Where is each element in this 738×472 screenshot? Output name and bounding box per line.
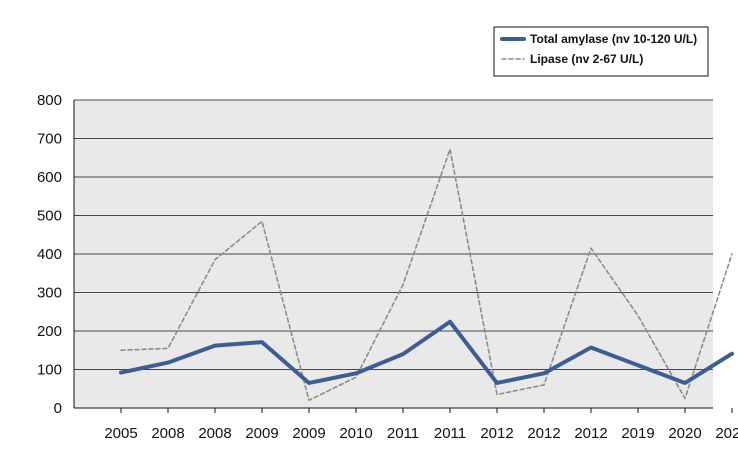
x-tick-label: 2012 — [574, 425, 607, 442]
y-tick-label: 200 — [37, 323, 62, 340]
x-axis-ticks: 2005 2008 2008 2009 2009 2010 2011 2011 2012 2012… — [104, 408, 738, 442]
x-tick-label: 2011 — [387, 425, 419, 442]
x-tick-label: 2019 — [621, 425, 654, 442]
y-axis-ticks: 0 100 200 300 400 500 600 700 800 — [37, 92, 62, 417]
x-tick-label: 2008 — [198, 425, 231, 442]
x-tick-label: 2005 — [104, 425, 137, 442]
legend: Total amylase (nv 10-120 U/L) Lipase (nv … — [494, 27, 708, 76]
y-tick-label: 500 — [37, 208, 62, 225]
legend-label-total-amylase: Total amylase (nv 10-120 U/L) — [530, 32, 697, 46]
y-tick-label: 800 — [37, 92, 62, 109]
y-tick-label: 0 — [54, 400, 62, 417]
y-tick-label: 600 — [37, 169, 62, 186]
x-tick-label: 2009 — [245, 425, 278, 442]
x-tick-label: 2012 — [527, 425, 560, 442]
y-tick-label: 100 — [37, 362, 62, 379]
x-tick-label: 2020 — [715, 425, 738, 442]
y-tick-label: 400 — [37, 246, 62, 263]
x-tick-label: 2012 — [480, 425, 513, 442]
legend-label-lipase: Lipase (nv 2-67 U/L) — [530, 52, 643, 66]
y-tick-label: 300 — [37, 285, 62, 302]
x-tick-label: 2020 — [668, 425, 701, 442]
y-tick-label: 700 — [37, 131, 62, 148]
x-tick-label: 2008 — [151, 425, 184, 442]
x-tick-label: 2011 — [434, 425, 466, 442]
x-tick-label: 2010 — [339, 425, 372, 442]
x-tick-label: 2009 — [292, 425, 325, 442]
